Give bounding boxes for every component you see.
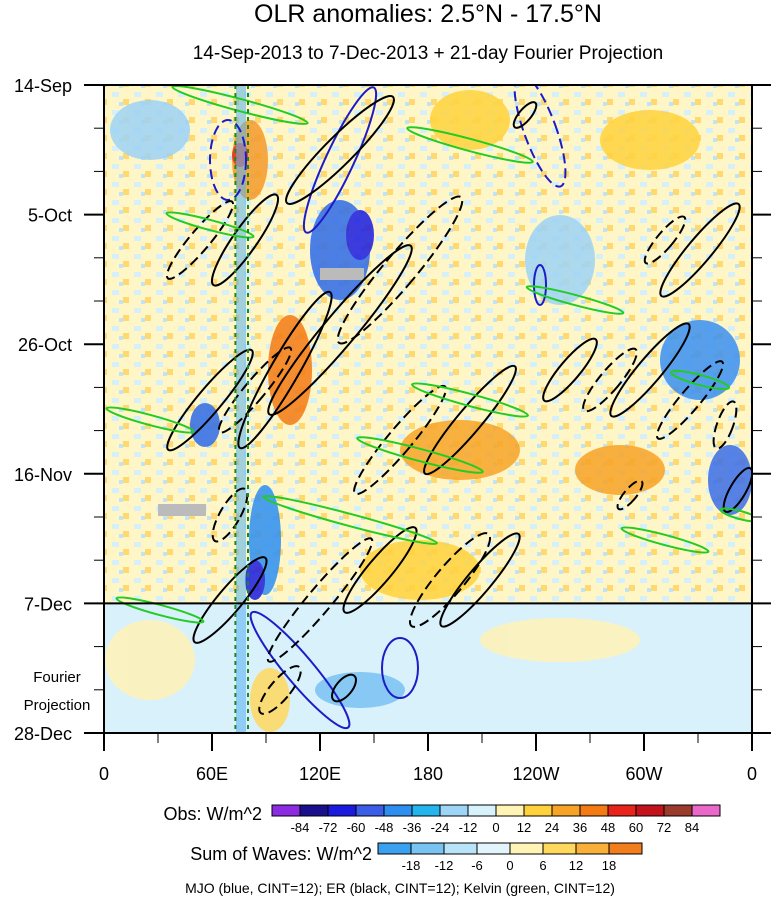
mjo-contours xyxy=(209,85,567,730)
colorbar-tick-label: 6 xyxy=(539,858,546,873)
colorbar-tick-label: -60 xyxy=(347,820,366,835)
colorbar-box xyxy=(509,842,544,855)
x-tick-label: 0 xyxy=(747,764,757,784)
colorbar-tick-label: 0 xyxy=(506,858,513,873)
colorbar-box xyxy=(551,804,581,817)
waves-colorbar: -18 -12 -6 0 6 12 18 xyxy=(377,842,643,873)
y-tick-label: 28-Dec xyxy=(14,724,72,744)
heatmap-field xyxy=(104,85,752,733)
colorbar-tick-label: -24 xyxy=(431,820,450,835)
colorbar-box xyxy=(495,804,525,817)
chart-title: OLR anomalies: 2.5°N - 17.5°N xyxy=(254,0,602,28)
colorbar-box xyxy=(443,842,478,855)
colorbar-box xyxy=(523,804,553,817)
colorbar-tick-label: -48 xyxy=(375,820,394,835)
colorbar-box xyxy=(377,842,412,855)
colorbar-box xyxy=(383,804,413,817)
colorbar-box xyxy=(299,804,329,817)
colorbar-box xyxy=(635,804,665,817)
colorbar-box xyxy=(411,804,441,817)
reference-lines xyxy=(234,85,249,733)
x-tick-label: 180 xyxy=(413,764,443,784)
colorbar-box xyxy=(439,804,469,817)
colorbar-tick-label: 60 xyxy=(629,820,643,835)
colorbar-tick-label: 0 xyxy=(492,820,499,835)
projection-label-line1: Fourier xyxy=(33,669,81,686)
chart-subtitle: 14-Sep-2013 to 7-Dec-2013 + 21-day Fouri… xyxy=(193,43,664,64)
colorbar-box xyxy=(608,842,643,855)
colorbar-box xyxy=(663,804,693,817)
colorbar-box xyxy=(410,842,445,855)
colorbar-tick-label: 12 xyxy=(517,820,531,835)
colorbar-tick-label: 24 xyxy=(545,820,559,835)
colorbar-tick-label: -36 xyxy=(403,820,422,835)
x-tick-label: 60W xyxy=(625,764,662,784)
projection-label-line2: Projection xyxy=(24,697,91,714)
colorbar-box xyxy=(607,804,637,817)
colorbar-box xyxy=(575,842,610,855)
y-tick-label: 26-Oct xyxy=(18,335,72,355)
colorbar-box xyxy=(579,804,609,817)
colorbar-tick-label: -84 xyxy=(291,820,310,835)
er-contours xyxy=(165,95,752,715)
y-tick-label: 14-Sep xyxy=(14,76,72,96)
missing-data-box xyxy=(158,504,206,516)
colorbar-tick-label: 72 xyxy=(657,820,671,835)
colorbar-tick-label: 48 xyxy=(601,820,615,835)
colorbar-tick-label: -12 xyxy=(435,858,454,873)
colorbar-tick-label: 12 xyxy=(569,858,583,873)
y-tick-label: 7-Dec xyxy=(24,594,72,614)
observed-field xyxy=(104,85,752,604)
colorbar-box xyxy=(476,842,511,855)
kelvin-contours xyxy=(105,85,752,624)
obs-colorbar: -84 -72 -60 -48 -36 -24 -12 0 12 24 36 48 60 72 84 xyxy=(271,804,721,835)
colorbar-tick-label: -18 xyxy=(402,858,421,873)
y-tick-label: 5-Oct xyxy=(28,206,72,226)
x-axis: 0 60E 120E 180 120W 60W 0 xyxy=(99,733,757,784)
x-tick-label: 120E xyxy=(299,764,341,784)
colorbar-tick-label: -6 xyxy=(471,858,483,873)
x-tick-label: 120W xyxy=(512,764,559,784)
colorbar-box xyxy=(542,842,577,855)
y-tick-label: 16-Nov xyxy=(14,465,72,485)
waves-colorbar-label: Sum of Waves: W/m^2 xyxy=(190,844,372,864)
waves-caption: MJO (blue, CINT=12); ER (black, CINT=12)… xyxy=(185,880,615,896)
colorbar-box xyxy=(691,804,721,817)
colorbar-tick-label: 84 xyxy=(685,820,699,835)
missing-data-box xyxy=(320,268,364,280)
colorbar-box xyxy=(327,804,357,817)
projection-field xyxy=(104,604,752,733)
colorbar-tick-label: 18 xyxy=(602,858,616,873)
colorbar-box xyxy=(467,804,497,817)
colorbar-tick-label: -12 xyxy=(459,820,478,835)
x-tick-label: 0 xyxy=(99,764,109,784)
colorbar-box xyxy=(355,804,385,817)
y-axis: 14-Sep 5-Oct 26-Oct 16-Nov 7-Dec 28-Dec xyxy=(14,76,771,744)
colorbar-box xyxy=(271,804,301,817)
x-tick-label: 60E xyxy=(196,764,228,784)
colorbar-tick-label: 36 xyxy=(573,820,587,835)
obs-colorbar-label: Obs: W/m^2 xyxy=(164,804,262,824)
colorbar-tick-label: -72 xyxy=(319,820,338,835)
